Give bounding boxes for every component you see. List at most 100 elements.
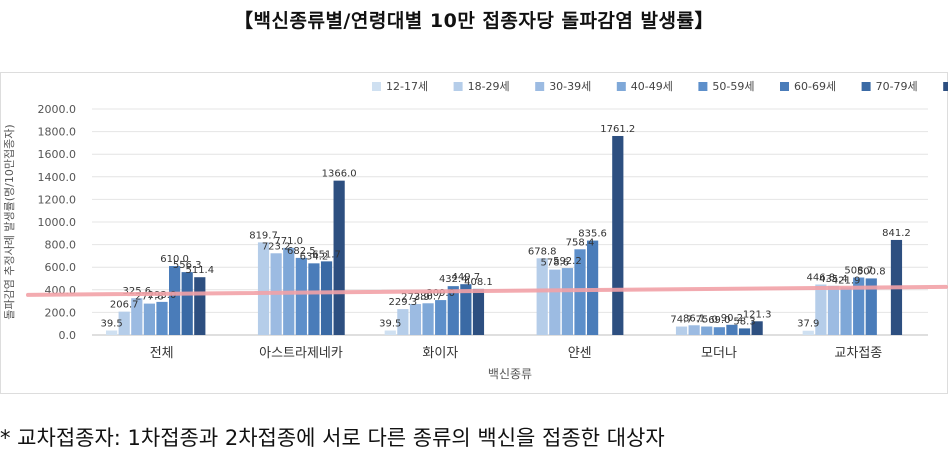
bar: [308, 263, 320, 335]
data-label: 682.5: [287, 246, 316, 257]
data-label: 511.4: [185, 265, 214, 276]
bar: [840, 287, 852, 335]
legend-label: 12-17세: [386, 80, 428, 93]
data-label: 592.2: [553, 256, 582, 267]
legend-label: 60-69세: [794, 80, 836, 93]
legend-label: 50-59세: [712, 80, 754, 93]
bar: [384, 330, 396, 335]
bar: [333, 180, 345, 335]
bar: [460, 284, 472, 335]
data-label: 325.6: [122, 286, 151, 297]
x-tick-label: 아스트라제네카: [259, 346, 343, 361]
data-label: 758.4: [566, 237, 595, 248]
bar: [853, 277, 865, 335]
bar: [169, 266, 181, 335]
bar: [549, 269, 561, 335]
reference-line: [26, 284, 948, 297]
x-tick-label: 교차접종: [834, 346, 882, 361]
data-label: 508.7: [844, 266, 873, 277]
bar: [397, 309, 409, 335]
data-label: 771.0: [274, 236, 303, 247]
bar: [422, 303, 434, 335]
bar: [612, 135, 624, 335]
y-tick-label: 200.0: [45, 306, 77, 319]
data-label: 90.2: [721, 313, 743, 324]
y-axis-title: 돌파감염 추정사례 발생률(명/10만접종자): [3, 124, 16, 319]
data-label: 500.8: [857, 266, 886, 277]
bar: [156, 301, 168, 335]
legend-label: 30-39세: [549, 80, 591, 93]
data-label: 556.3: [173, 260, 202, 271]
y-tick-label: 1400.0: [38, 171, 77, 184]
bar: [295, 257, 307, 335]
data-label: 1366.0: [322, 169, 357, 180]
bar: [701, 326, 713, 335]
bar: [815, 284, 827, 335]
y-tick-label: 1600.0: [38, 148, 77, 161]
x-tick-label: 화이자: [422, 346, 458, 361]
legend-swatch: [453, 82, 463, 91]
bar: [536, 258, 548, 335]
data-label: 309.0: [426, 288, 455, 299]
bar: [131, 298, 143, 335]
data-label: 206.7: [110, 300, 139, 311]
data-label: 651.7: [312, 249, 341, 260]
bar: [181, 272, 193, 335]
data-label: 1761.2: [600, 124, 635, 135]
legend-swatch: [780, 82, 789, 91]
legend-label: 40-49세: [631, 80, 673, 93]
data-label: 432.4: [439, 274, 468, 285]
bar: [257, 242, 270, 335]
x-tick-label: 전체: [150, 346, 174, 361]
data-label: 678.8: [528, 246, 557, 257]
data-label: 121.3: [743, 309, 772, 320]
bar: [143, 303, 155, 335]
data-label: 841.2: [882, 228, 911, 239]
data-label: 277.8: [135, 292, 164, 303]
data-label: 75.0: [696, 315, 718, 326]
bar: [802, 330, 814, 335]
data-label: 421.9: [832, 275, 861, 286]
data-label: 39.5: [100, 319, 122, 330]
y-tick-label: 1800.0: [38, 126, 77, 139]
bar: [409, 304, 422, 335]
legend-swatch: [698, 82, 708, 91]
data-label: 273.9: [401, 292, 430, 303]
data-label: 229.3: [389, 297, 418, 308]
legend-swatch: [372, 82, 381, 91]
legend-swatch: [616, 82, 626, 91]
legend-swatch: [535, 82, 545, 91]
legend-label: 18-29세: [468, 80, 510, 93]
data-label: 819.7: [249, 230, 278, 241]
x-axis-title: 백신종류: [488, 367, 532, 381]
bar: [472, 288, 485, 335]
y-tick-label: 1200.0: [38, 193, 77, 206]
chart-title: 【백신종류별/연령대별 10만 접종자당 돌파감염 발생률】: [234, 10, 714, 32]
bar-chart: 0.0200.0400.0600.0800.01000.01200.01400.…: [0, 72, 948, 394]
bar: [726, 324, 738, 335]
bar: [435, 300, 447, 335]
bar: [447, 286, 459, 335]
y-tick-label: 2000.0: [38, 103, 77, 116]
data-label: 39.5: [379, 319, 401, 330]
bar: [865, 278, 877, 335]
bar: [561, 268, 573, 335]
legend-swatch: [943, 82, 948, 91]
bar: [194, 277, 206, 335]
data-label: 408.1: [464, 277, 493, 288]
x-tick-label: 얀센: [568, 346, 592, 361]
x-tick-label: 모더나: [701, 346, 737, 361]
bar: [587, 240, 599, 335]
footnote: * 교차접종자: 1차접종과 2차접종에 서로 다른 종류의 백신을 접종한 대…: [0, 426, 665, 450]
data-label: 435.4: [819, 274, 848, 285]
data-label: 835.6: [578, 229, 607, 240]
data-label: 86.1: [683, 313, 705, 324]
bar: [688, 325, 700, 335]
y-tick-label: 1000.0: [38, 216, 77, 229]
y-tick-label: 0.0: [59, 329, 77, 342]
bar: [738, 328, 751, 335]
bar: [106, 330, 118, 335]
data-label: 74.7: [670, 315, 692, 326]
y-tick-label: 600.0: [45, 261, 77, 274]
legend-swatch: [861, 82, 871, 91]
